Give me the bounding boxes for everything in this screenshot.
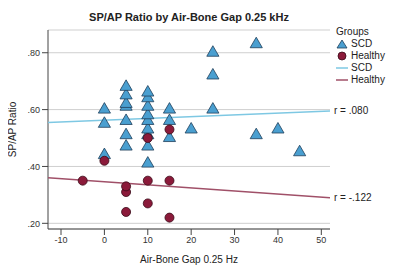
html-text:Healthy: Healthy [351,74,385,85]
svg-text:0: 0 [102,235,107,245]
html-text:SP/AP Ratio by Air-Bone Gap 0.: SP/AP Ratio by Air-Bone Gap 0.25 kHz [89,11,289,23]
svg-text:Air-Bone Gap 0.25 Hz: Air-Bone Gap 0.25 Hz [140,254,238,265]
svg-text:10: 10 [143,235,153,245]
svg-text:40: 40 [273,235,283,245]
html-text:Groups: Groups [336,26,369,37]
svg-text:.40: .40 [27,162,40,172]
svg-text:50: 50 [316,235,326,245]
svg-text:.80: .80 [27,48,40,58]
svg-text:20: 20 [186,235,196,245]
svg-text:.60: .60 [27,105,40,115]
svg-text:30: 30 [230,235,240,245]
svg-text:SP/AP Ratio: SP/AP Ratio [8,101,18,157]
html-text:r = .080: r = .080 [334,105,369,116]
svg-text:-10: -10 [55,235,68,245]
svg-text:.20: .20 [27,219,40,229]
html-text:r = -.122: r = -.122 [334,191,372,203]
html-text:Healthy: Healthy [351,50,385,61]
html-text:SCD: SCD [351,62,373,73]
html-text:SCD: SCD [351,38,373,49]
